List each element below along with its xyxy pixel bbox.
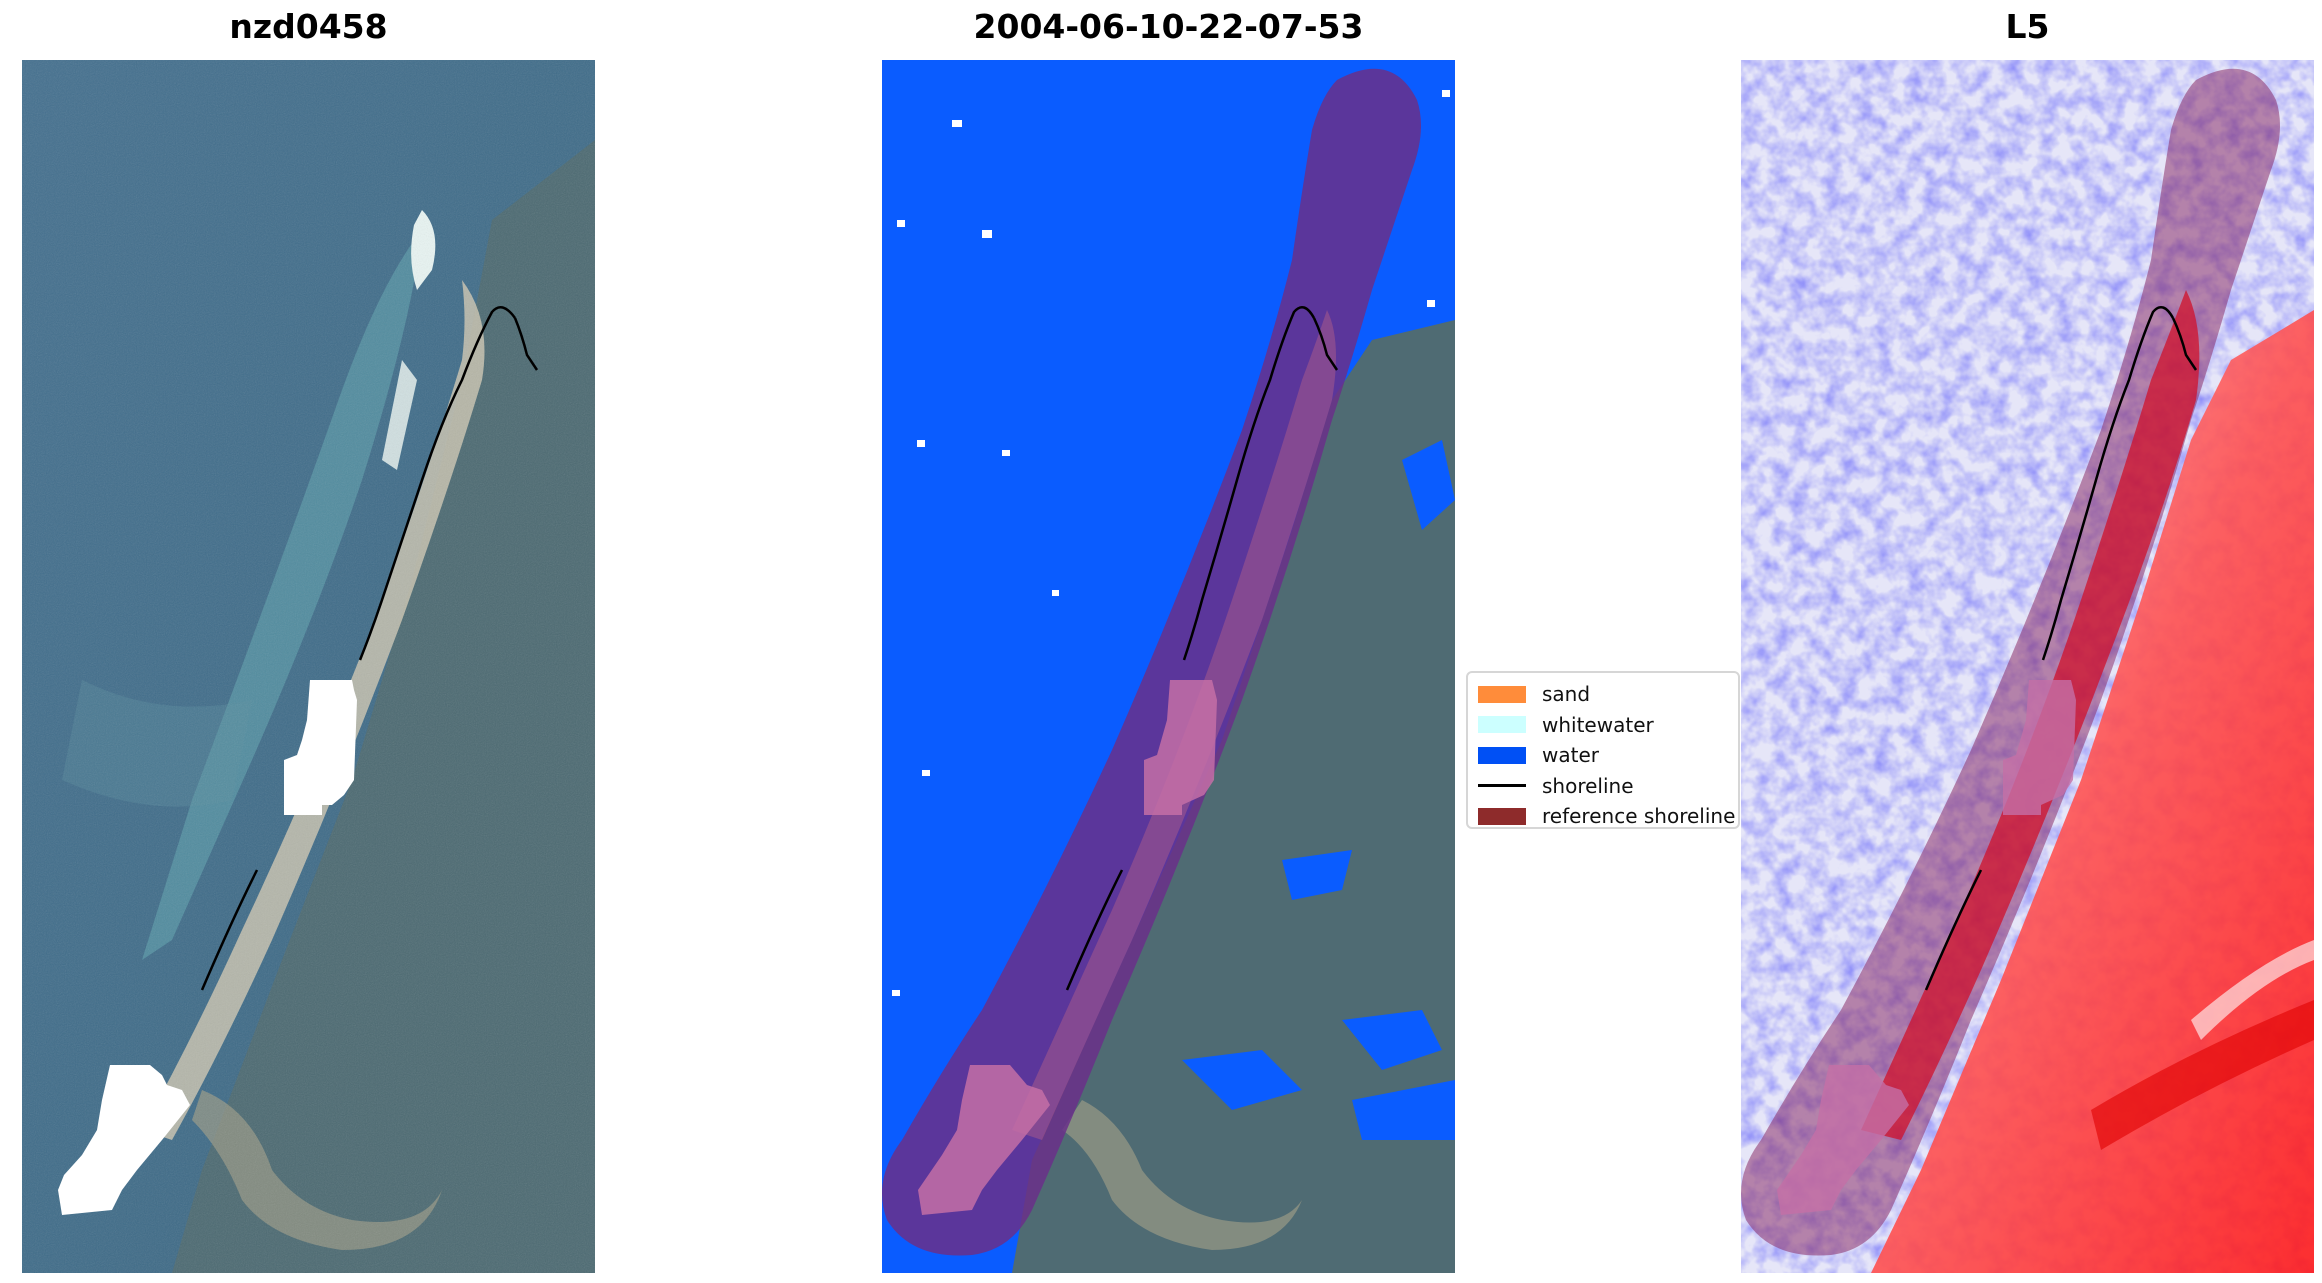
detected-shoreline [358, 305, 517, 661]
speck [1052, 590, 1059, 596]
index-image [1741, 60, 2314, 1273]
speck [897, 220, 905, 227]
classification-panel [882, 60, 1455, 1273]
legend-swatch [1478, 807, 1526, 825]
high-index-band [1861, 290, 2200, 1140]
detected-shoreline [1182, 305, 1316, 661]
water-patch [1342, 1010, 1442, 1070]
speck [892, 990, 900, 996]
detected-shoreline [1312, 317, 1339, 371]
detected-shoreline [200, 869, 259, 991]
detected-shoreline [513, 317, 539, 371]
legend-label: reference shoreline [1542, 804, 1736, 829]
speck [1002, 450, 1010, 456]
legend-item-reference-shoreline: reference shoreline [1478, 801, 1735, 832]
detected-shoreline [2171, 317, 2198, 371]
rgb-image [22, 60, 595, 1273]
cloud-mask [918, 1065, 1050, 1215]
sand-band [1012, 310, 1336, 1140]
legend-label: sand [1542, 682, 1591, 707]
speck [1442, 90, 1450, 97]
legend-item-shoreline: shoreline [1478, 771, 1728, 802]
legend-swatch [1478, 716, 1526, 734]
classification-image [882, 60, 1455, 1273]
panel-title-classification: 2004-06-10-22-07-53 [973, 7, 1364, 46]
water-patch [1352, 1080, 1455, 1140]
cloud-mask [1777, 1065, 1909, 1215]
speck [952, 120, 962, 127]
legend-swatch [1478, 746, 1526, 764]
reference-shoreline-buffer [882, 68, 1421, 1256]
cloud-mask [1144, 680, 1217, 815]
legend-swatch [1478, 685, 1526, 703]
high-index-streak [2091, 1000, 2314, 1150]
panel-title-rgb: nzd0458 [229, 7, 388, 46]
panel-title-index: L5 [2005, 7, 2050, 46]
legend-label: whitewater [1542, 712, 1654, 737]
speck [1427, 300, 1435, 307]
legend-item-sand: sand [1478, 679, 1728, 710]
detected-shoreline [1065, 869, 1124, 991]
index-panel [1741, 60, 2314, 1273]
legend-item-water: water [1478, 740, 1728, 771]
legend-label: shoreline [1542, 773, 1634, 798]
rgb-image-panel [22, 60, 595, 1273]
estuary-channel [1062, 1100, 1302, 1250]
cloud-mask [2003, 680, 2076, 815]
low-index-streak [2191, 940, 2314, 1040]
legend-label: water [1542, 743, 1599, 768]
water-patch [1182, 1050, 1302, 1110]
detected-shoreline [1924, 869, 1983, 991]
legend-item-whitewater: whitewater [1478, 710, 1728, 741]
reference-shoreline-buffer [1741, 68, 2280, 1256]
speck [917, 440, 925, 447]
speck [922, 770, 930, 776]
speck [982, 230, 992, 238]
water-patch [1402, 440, 1455, 530]
legend-swatch [1478, 784, 1526, 788]
land-area [1012, 320, 1455, 1273]
water-patch [1282, 850, 1352, 900]
detected-shoreline [2041, 305, 2175, 661]
cloud-mask [284, 680, 357, 815]
legend: sand whitewater water shoreline referenc… [1466, 671, 1740, 829]
cloud-mask [58, 1065, 190, 1215]
